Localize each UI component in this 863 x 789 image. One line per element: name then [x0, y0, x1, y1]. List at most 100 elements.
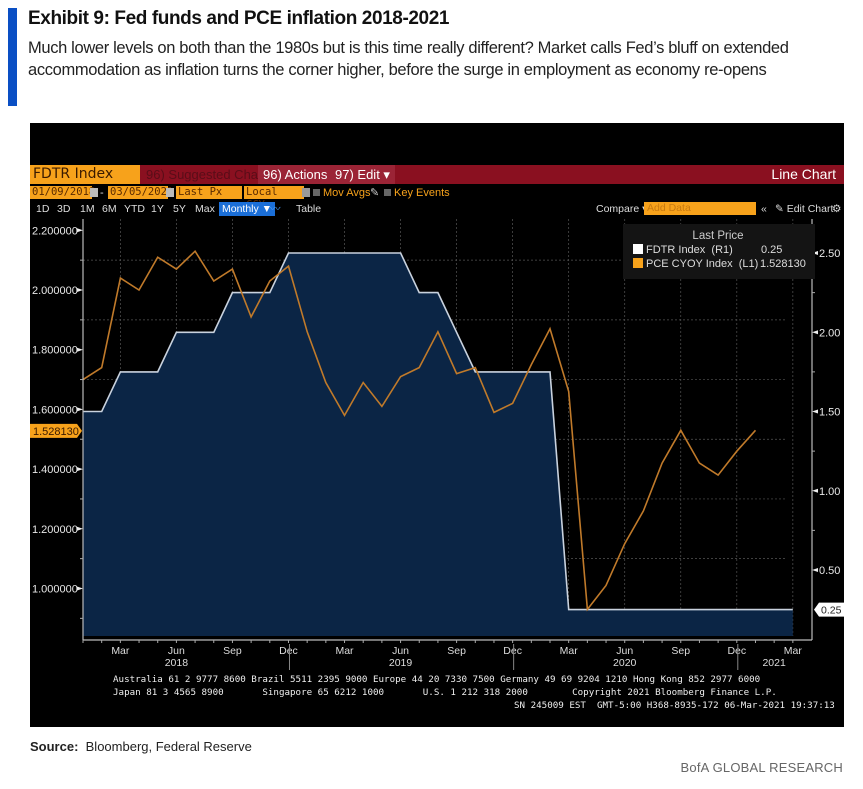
last-value-label-fdtr: 0.25 — [821, 605, 842, 617]
x-tick-label: Sep — [671, 645, 690, 657]
legend-swatch-fdtr — [633, 244, 643, 254]
x-tick-label: Sep — [223, 645, 242, 657]
period-6m[interactable]: 6M — [102, 203, 117, 215]
right-tick-label: 1.50 — [819, 407, 840, 419]
collapse-icon[interactable]: « — [761, 203, 767, 215]
source-note: Source: Bloomberg, Federal Reserve — [30, 739, 252, 754]
legend-value-fdtr: 0.25 — [761, 244, 782, 256]
calendar-icon[interactable] — [90, 188, 98, 197]
left-tick-label: 2.000000 — [32, 285, 78, 297]
legend-value-pce: 1.528130 — [760, 258, 806, 270]
accent-bar — [8, 8, 17, 106]
mov-avgs-label[interactable]: Mov Avgs — [323, 187, 371, 199]
legend-title: Last Price — [692, 230, 743, 242]
x-tick-label: Mar — [111, 645, 130, 657]
right-tick-mark — [812, 568, 818, 572]
period-5y[interactable]: 5Y — [173, 203, 186, 215]
period-1m[interactable]: 1M — [80, 203, 95, 215]
exhibit-title: Exhibit 9: Fed funds and PCE inflation 2… — [28, 8, 450, 29]
footer-session: SN 245009 EST GMT-5:00 H368-8935-172 06-… — [514, 700, 835, 711]
footer-contacts-1: Australia 61 2 9777 8600 Brazil 5511 239… — [113, 674, 761, 685]
legend-swatch-pce — [633, 258, 643, 268]
left-tick-mark — [77, 467, 83, 472]
bloomberg-terminal: FDTR Index 96) Suggested Charts 96) Acti… — [30, 123, 844, 727]
period-toolbar: 1D 3D 1M 6M YTD 1Y 5Y Max Monthly ▼ 〰 Ta… — [30, 202, 844, 216]
left-tick-mark — [77, 228, 83, 233]
exhibit-subtitle: Much lower levels on both than the 1980s… — [28, 39, 789, 79]
x-tick-label: Dec — [727, 645, 746, 657]
compare-menu[interactable]: Compare ▾ — [596, 203, 648, 215]
fdtr-area — [83, 253, 793, 636]
dropdown-icon[interactable] — [302, 188, 310, 197]
pencil-icon[interactable]: ✎ — [370, 187, 380, 199]
period-ytd[interactable]: YTD — [124, 203, 145, 215]
period-max[interactable]: Max — [195, 203, 215, 215]
x-tick-label: Sep — [447, 645, 466, 657]
last-value-tag-fdtr — [814, 602, 844, 617]
ticker-field[interactable]: FDTR Index — [30, 165, 140, 184]
right-tick-label: 1.00 — [819, 486, 840, 498]
legend-box — [623, 224, 815, 279]
pce-line — [82, 249, 757, 612]
x-tick-label: Jun — [616, 645, 633, 657]
edit-menu[interactable]: 97) Edit ▾ — [330, 165, 395, 184]
chart-settings-bar: 01/09/2018 - 03/05/2021 Last Px Local CC… — [30, 186, 844, 211]
terminal-title-bar: FDTR Index 96) Suggested Charts 96) Acti… — [30, 165, 844, 184]
left-tick-label: 1.000000 — [32, 584, 78, 596]
legend-label-pce: PCE CYOY Index (L1) — [646, 258, 758, 270]
left-tick-mark — [77, 347, 83, 352]
right-tick-mark — [812, 488, 818, 493]
year-label: 2020 — [613, 657, 637, 669]
actions-menu[interactable]: 96) Actions ▾ — [258, 165, 343, 184]
fdtr-line — [83, 252, 793, 611]
key-events-checkbox[interactable] — [384, 189, 391, 196]
date-separator: - — [100, 187, 104, 199]
add-data-input[interactable]: Add Data — [644, 202, 756, 215]
price-field-select[interactable]: Last Px — [176, 186, 242, 199]
key-events-label[interactable]: Key Events — [394, 187, 450, 199]
year-label: 2019 — [389, 657, 413, 669]
settings-gear-icon[interactable]: ⚙ — [832, 203, 842, 215]
line-chart: 2.200000 2.000000 1.800000 1.600000 1.400000… — [30, 219, 844, 670]
source-label: Source: — [30, 739, 79, 754]
x-tick-label: Jun — [168, 645, 185, 657]
axes: 2.200000 2.000000 1.800000 1.600000 1.400000… — [30, 219, 844, 670]
mov-avgs-checkbox[interactable] — [313, 189, 320, 196]
right-tick-mark — [812, 409, 818, 414]
x-tick-label: Mar — [560, 645, 579, 657]
start-date-field[interactable]: 01/09/2018 — [30, 186, 96, 199]
last-value-label-pce: 1.528130 — [33, 426, 79, 438]
calendar-icon[interactable] — [166, 188, 174, 197]
table-button[interactable]: Table — [296, 203, 322, 215]
legend: Last Price FDTR Index (R1) 0.25 PCE CYOY… — [623, 224, 815, 279]
x-tick-label: Mar — [784, 645, 803, 657]
x-tick-label: Dec — [503, 645, 522, 657]
left-tick-mark — [77, 526, 83, 531]
left-tick-mark — [77, 407, 83, 412]
edit-chart-button[interactable]: ✎ Edit Chart — [775, 203, 834, 215]
left-tick-label: 2.200000 — [32, 225, 78, 237]
source-text: Bloomberg, Federal Reserve — [85, 739, 252, 754]
end-date-field[interactable]: 03/05/2021 — [108, 186, 174, 199]
left-tick-label: 1.800000 — [32, 345, 78, 357]
year-label: 2018 — [165, 657, 189, 669]
period-3d[interactable]: 3D — [57, 203, 71, 215]
left-tick-label: 1.400000 — [32, 464, 78, 476]
left-tick-label: 1.600000 — [32, 404, 78, 416]
frequency-select[interactable]: Monthly ▼ — [219, 202, 276, 216]
chart-type-label: Line Chart — [771, 166, 836, 182]
legend-label-fdtr: FDTR Index (R1) — [646, 244, 733, 256]
left-tick-mark — [77, 586, 83, 591]
line-style-icon[interactable]: 〰 — [270, 203, 281, 215]
period-1y[interactable]: 1Y — [151, 203, 164, 215]
period-1d[interactable]: 1D — [36, 203, 50, 215]
x-tick-label: Mar — [335, 645, 354, 657]
footer-contacts-2: Japan 81 3 4565 8900 Singapore 65 6212 1… — [113, 687, 777, 698]
right-tick-label: 2.00 — [819, 327, 840, 339]
left-tick-label: 1.200000 — [32, 524, 78, 536]
x-tick-label: Dec — [279, 645, 298, 657]
left-tick-mark — [77, 288, 83, 292]
suggested-charts-button[interactable]: 96) Suggested Charts — [146, 167, 273, 182]
year-label: 2021 — [762, 657, 786, 669]
right-tick-label: 2.50 — [819, 248, 840, 260]
